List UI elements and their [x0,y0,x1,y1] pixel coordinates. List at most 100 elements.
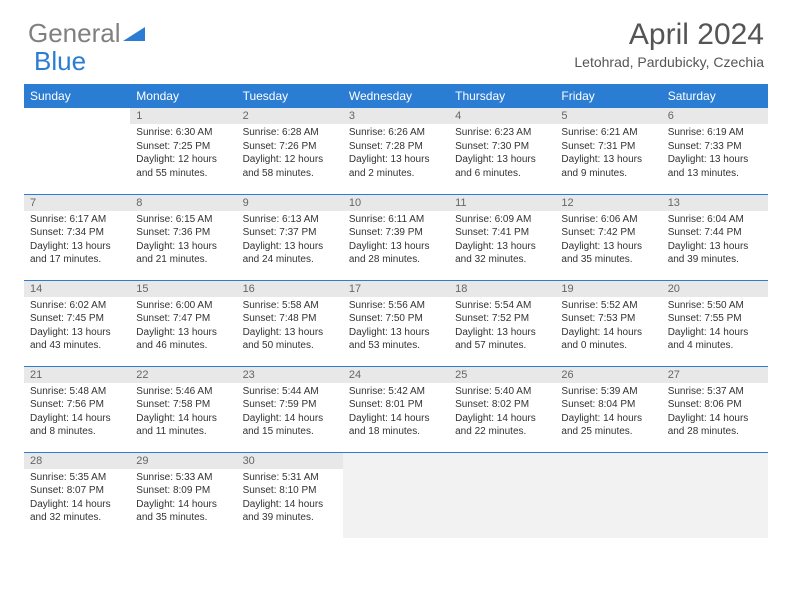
calendar-cell: 1Sunrise: 6:30 AMSunset: 7:25 PMDaylight… [130,108,236,194]
calendar-cell: 0 [24,108,130,194]
calendar-cell: 26Sunrise: 5:39 AMSunset: 8:04 PMDayligh… [555,366,661,452]
title-block: April 2024 Letohrad, Pardubicky, Czechia [574,18,764,70]
day-body: Sunrise: 6:02 AMSunset: 7:45 PMDaylight:… [24,297,130,357]
day-body: Sunrise: 6:26 AMSunset: 7:28 PMDaylight:… [343,124,449,184]
day-body: Sunrise: 6:30 AMSunset: 7:25 PMDaylight:… [130,124,236,184]
day-number: 5 [555,108,661,124]
calendar-cell: 22Sunrise: 5:46 AMSunset: 7:58 PMDayligh… [130,366,236,452]
day-number: 24 [343,367,449,383]
calendar-row: 7Sunrise: 6:17 AMSunset: 7:34 PMDaylight… [24,194,768,280]
day-number: 1 [130,108,236,124]
day-body: Sunrise: 6:09 AMSunset: 7:41 PMDaylight:… [449,211,555,271]
day-body: Sunrise: 5:52 AMSunset: 7:53 PMDaylight:… [555,297,661,357]
triangle-icon [123,18,145,49]
day-body: Sunrise: 5:37 AMSunset: 8:06 PMDaylight:… [662,383,768,443]
weekday-header: Sunday [24,84,130,108]
calendar-cell: 24Sunrise: 5:42 AMSunset: 8:01 PMDayligh… [343,366,449,452]
day-number: 21 [24,367,130,383]
day-body: Sunrise: 6:17 AMSunset: 7:34 PMDaylight:… [24,211,130,271]
weekday-header: Monday [130,84,236,108]
day-number: 7 [24,195,130,211]
day-number: 17 [343,281,449,297]
day-body: Sunrise: 5:58 AMSunset: 7:48 PMDaylight:… [237,297,343,357]
calendar-cell: 20Sunrise: 5:50 AMSunset: 7:55 PMDayligh… [662,280,768,366]
calendar-cell: 4Sunrise: 6:23 AMSunset: 7:30 PMDaylight… [449,108,555,194]
calendar-body: 01Sunrise: 6:30 AMSunset: 7:25 PMDayligh… [24,108,768,538]
calendar-cell [662,452,768,538]
day-body: Sunrise: 6:00 AMSunset: 7:47 PMDaylight:… [130,297,236,357]
calendar-cell: 8Sunrise: 6:15 AMSunset: 7:36 PMDaylight… [130,194,236,280]
day-number: 27 [662,367,768,383]
day-number: 9 [237,195,343,211]
location: Letohrad, Pardubicky, Czechia [574,54,764,70]
day-number: 12 [555,195,661,211]
day-number: 23 [237,367,343,383]
weekday-header: Friday [555,84,661,108]
calendar-cell: 7Sunrise: 6:17 AMSunset: 7:34 PMDaylight… [24,194,130,280]
calendar-row: 01Sunrise: 6:30 AMSunset: 7:25 PMDayligh… [24,108,768,194]
calendar-cell: 28Sunrise: 5:35 AMSunset: 8:07 PMDayligh… [24,452,130,538]
day-number: 28 [24,453,130,469]
day-body: Sunrise: 6:19 AMSunset: 7:33 PMDaylight:… [662,124,768,184]
day-body: Sunrise: 5:35 AMSunset: 8:07 PMDaylight:… [24,469,130,529]
day-number: 14 [24,281,130,297]
day-body: Sunrise: 6:23 AMSunset: 7:30 PMDaylight:… [449,124,555,184]
weekday-header: Saturday [662,84,768,108]
day-body: Sunrise: 5:33 AMSunset: 8:09 PMDaylight:… [130,469,236,529]
day-number: 16 [237,281,343,297]
weekday-header: Wednesday [343,84,449,108]
day-body: Sunrise: 5:48 AMSunset: 7:56 PMDaylight:… [24,383,130,443]
day-number: 15 [130,281,236,297]
day-body: Sunrise: 6:06 AMSunset: 7:42 PMDaylight:… [555,211,661,271]
calendar-cell: 5Sunrise: 6:21 AMSunset: 7:31 PMDaylight… [555,108,661,194]
header: General April 2024 Letohrad, Pardubicky,… [0,0,792,76]
calendar-cell: 3Sunrise: 6:26 AMSunset: 7:28 PMDaylight… [343,108,449,194]
calendar-cell: 25Sunrise: 5:40 AMSunset: 8:02 PMDayligh… [449,366,555,452]
calendar-cell [555,452,661,538]
day-number: 6 [662,108,768,124]
day-number: 29 [130,453,236,469]
calendar-cell: 30Sunrise: 5:31 AMSunset: 8:10 PMDayligh… [237,452,343,538]
day-body: Sunrise: 5:31 AMSunset: 8:10 PMDaylight:… [237,469,343,529]
day-body: Sunrise: 5:46 AMSunset: 7:58 PMDaylight:… [130,383,236,443]
calendar-cell: 29Sunrise: 5:33 AMSunset: 8:09 PMDayligh… [130,452,236,538]
calendar-table: SundayMondayTuesdayWednesdayThursdayFrid… [24,84,768,538]
calendar-cell: 6Sunrise: 6:19 AMSunset: 7:33 PMDaylight… [662,108,768,194]
calendar-row: 14Sunrise: 6:02 AMSunset: 7:45 PMDayligh… [24,280,768,366]
day-number: 8 [130,195,236,211]
calendar-cell [449,452,555,538]
calendar-cell: 12Sunrise: 6:06 AMSunset: 7:42 PMDayligh… [555,194,661,280]
calendar-cell: 23Sunrise: 5:44 AMSunset: 7:59 PMDayligh… [237,366,343,452]
day-number: 3 [343,108,449,124]
calendar-head: SundayMondayTuesdayWednesdayThursdayFrid… [24,84,768,108]
logo: General [28,18,145,49]
day-body: Sunrise: 6:04 AMSunset: 7:44 PMDaylight:… [662,211,768,271]
day-body: Sunrise: 5:42 AMSunset: 8:01 PMDaylight:… [343,383,449,443]
day-number: 20 [662,281,768,297]
day-number: 10 [343,195,449,211]
day-body: Sunrise: 5:50 AMSunset: 7:55 PMDaylight:… [662,297,768,357]
calendar-cell: 11Sunrise: 6:09 AMSunset: 7:41 PMDayligh… [449,194,555,280]
calendar-cell: 10Sunrise: 6:11 AMSunset: 7:39 PMDayligh… [343,194,449,280]
calendar-cell: 2Sunrise: 6:28 AMSunset: 7:26 PMDaylight… [237,108,343,194]
calendar-row: 21Sunrise: 5:48 AMSunset: 7:56 PMDayligh… [24,366,768,452]
day-number: 26 [555,367,661,383]
calendar-cell: 17Sunrise: 5:56 AMSunset: 7:50 PMDayligh… [343,280,449,366]
day-body: Sunrise: 6:13 AMSunset: 7:37 PMDaylight:… [237,211,343,271]
logo-text-blue: Blue [34,46,86,77]
calendar-cell [343,452,449,538]
day-body: Sunrise: 5:54 AMSunset: 7:52 PMDaylight:… [449,297,555,357]
day-body: Sunrise: 5:56 AMSunset: 7:50 PMDaylight:… [343,297,449,357]
calendar-cell: 16Sunrise: 5:58 AMSunset: 7:48 PMDayligh… [237,280,343,366]
calendar-cell: 14Sunrise: 6:02 AMSunset: 7:45 PMDayligh… [24,280,130,366]
day-body: Sunrise: 5:44 AMSunset: 7:59 PMDaylight:… [237,383,343,443]
day-number: 22 [130,367,236,383]
day-body: Sunrise: 6:11 AMSunset: 7:39 PMDaylight:… [343,211,449,271]
logo-text-gray: General [28,18,121,49]
day-number: 18 [449,281,555,297]
day-number: 4 [449,108,555,124]
calendar-row: 28Sunrise: 5:35 AMSunset: 8:07 PMDayligh… [24,452,768,538]
day-body: Sunrise: 6:21 AMSunset: 7:31 PMDaylight:… [555,124,661,184]
calendar-cell: 27Sunrise: 5:37 AMSunset: 8:06 PMDayligh… [662,366,768,452]
day-number: 25 [449,367,555,383]
